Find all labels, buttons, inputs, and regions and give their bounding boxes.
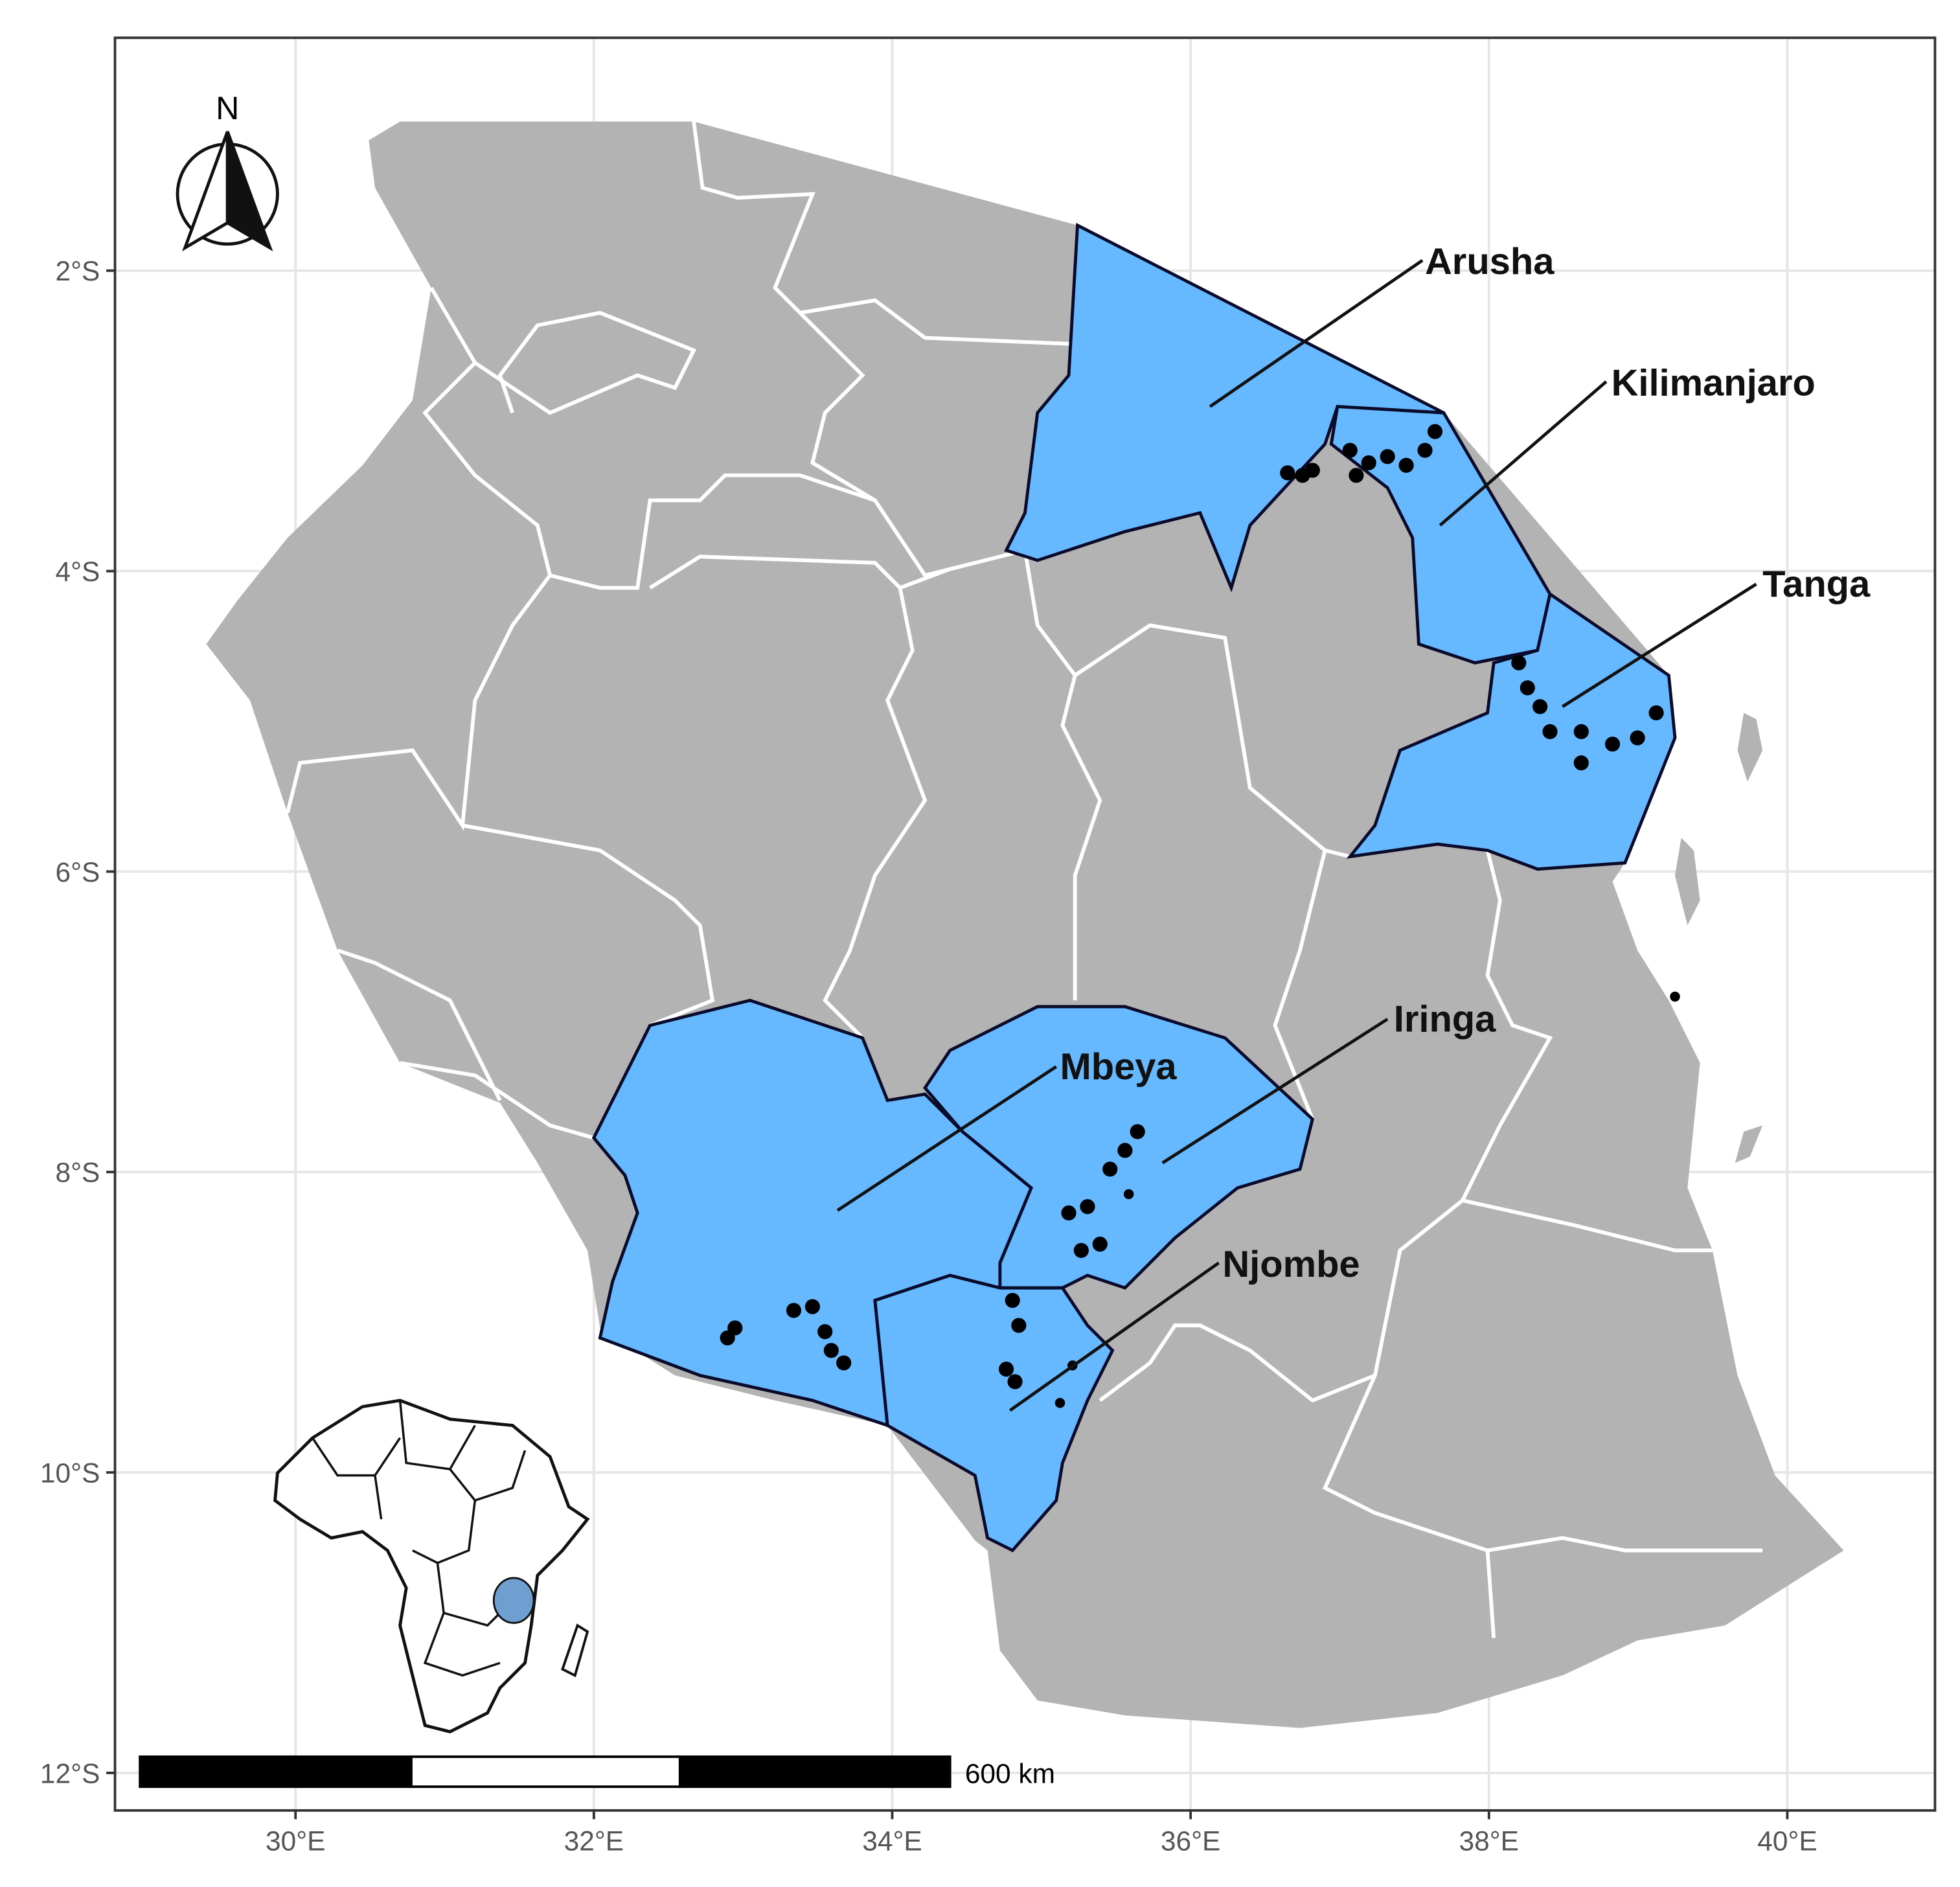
- y-tick-label: 2°S: [55, 256, 100, 286]
- highlighted-regions: [591, 222, 1677, 1553]
- region-borders: [286, 121, 1763, 1638]
- y-tick-label: 6°S: [55, 857, 100, 887]
- scale-label: 600 km: [965, 1758, 1055, 1789]
- north-label: N: [216, 90, 239, 126]
- x-tick-label: 34°E: [862, 1826, 922, 1857]
- x-tick-label: 32°E: [564, 1826, 624, 1857]
- region-label: Iringa: [1394, 999, 1496, 1040]
- x-tick-label: 30°E: [266, 1826, 325, 1857]
- island: [1674, 713, 1763, 1163]
- north-arrow: N: [176, 90, 279, 252]
- region-labels: Arusha Kilimanjaro Tanga Iringa Mbeya Nj…: [1060, 241, 1871, 1285]
- region-tanga: [1346, 591, 1677, 871]
- leader-lines: [836, 258, 1757, 1412]
- region-label: Mbeya: [1060, 1046, 1178, 1088]
- region-kilimanjaro: [1329, 405, 1552, 665]
- y-tick-label: 10°S: [40, 1458, 100, 1488]
- frame: [113, 36, 1937, 1812]
- region-label: Arusha: [1425, 241, 1555, 282]
- region-label: Njombe: [1222, 1244, 1360, 1285]
- y-tick-label: 4°S: [55, 556, 100, 587]
- africa-inset: [273, 1399, 590, 1733]
- region-label: Kilimanjaro: [1612, 362, 1816, 404]
- region-njombe: [873, 1274, 1115, 1553]
- region-label: Tanga: [1762, 564, 1871, 605]
- x-tick-label: 38°E: [1459, 1826, 1519, 1857]
- occurrence-points: [720, 424, 1680, 1408]
- x-tick-label: 36°E: [1161, 1826, 1220, 1857]
- y-tick-label: 8°S: [55, 1158, 100, 1188]
- scale-bar: 600 km: [139, 1755, 1055, 1789]
- y-tick-label: 12°S: [40, 1758, 100, 1789]
- x-tick-label: 40°E: [1757, 1826, 1817, 1857]
